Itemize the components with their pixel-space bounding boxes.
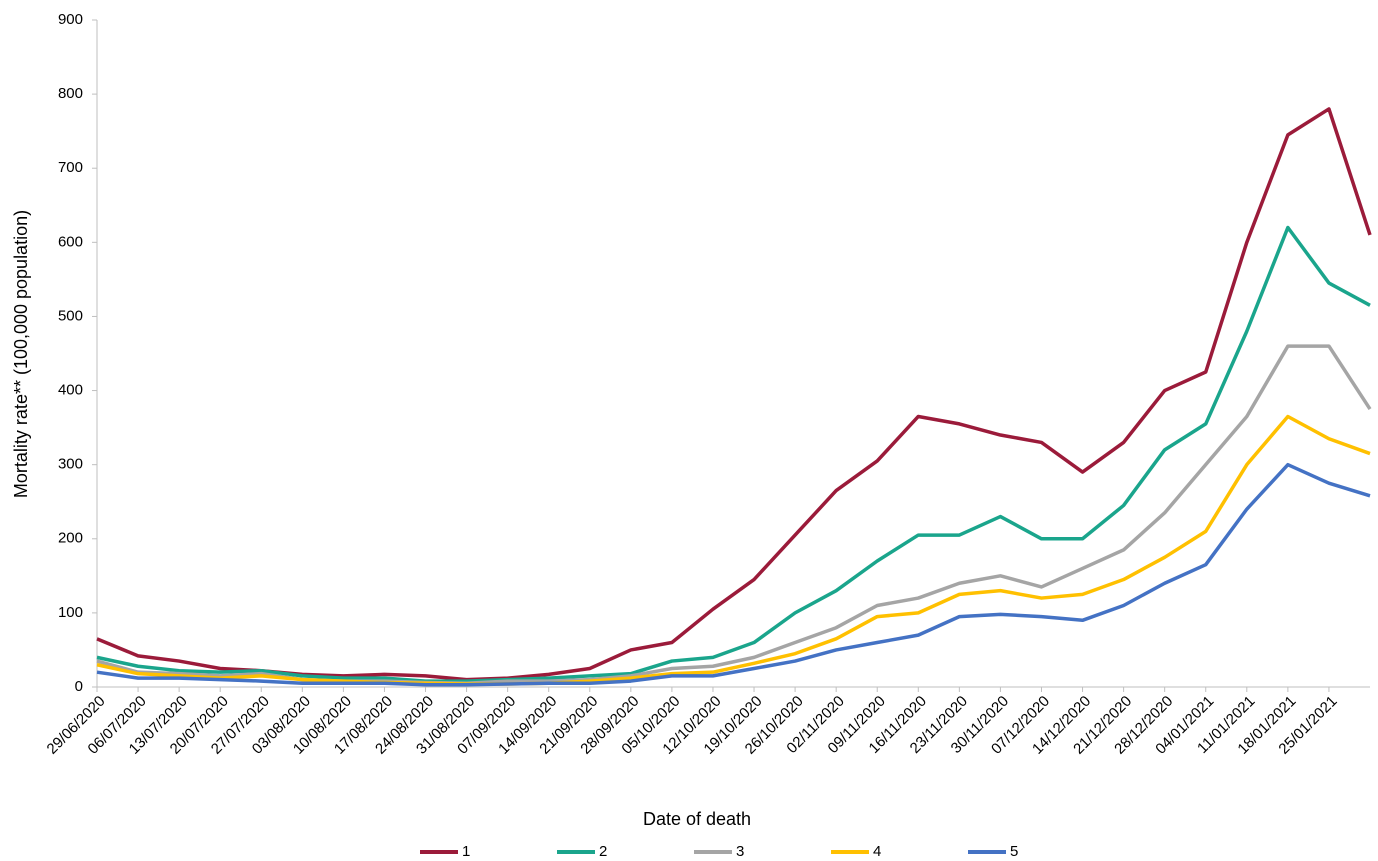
legend-label: 3 [736, 843, 744, 860]
y-tick-label: 500 [58, 307, 83, 324]
series-line [96, 107, 1372, 682]
y-tick-label: 200 [58, 530, 83, 547]
legend-label: 1 [462, 843, 470, 860]
series-line [96, 462, 1371, 687]
series-line [96, 344, 1372, 686]
legend-label: 2 [599, 843, 607, 860]
series-line [96, 225, 1371, 683]
y-tick-label: 800 [58, 85, 83, 102]
y-axis-title: Mortality rate** (100,000 population) [11, 210, 31, 498]
y-tick-label: 300 [58, 456, 83, 473]
y-tick-label: 700 [58, 159, 83, 176]
series-line [96, 414, 1371, 686]
y-tick-label: 100 [58, 604, 83, 621]
y-tick-label: 0 [75, 678, 83, 695]
y-tick-label: 600 [58, 233, 83, 250]
y-tick-label: 900 [58, 11, 83, 28]
y-tick-label: 400 [58, 382, 83, 399]
legend-label: 4 [873, 843, 881, 860]
x-axis-title: Date of death [643, 809, 751, 829]
legend-label: 5 [1010, 843, 1018, 860]
